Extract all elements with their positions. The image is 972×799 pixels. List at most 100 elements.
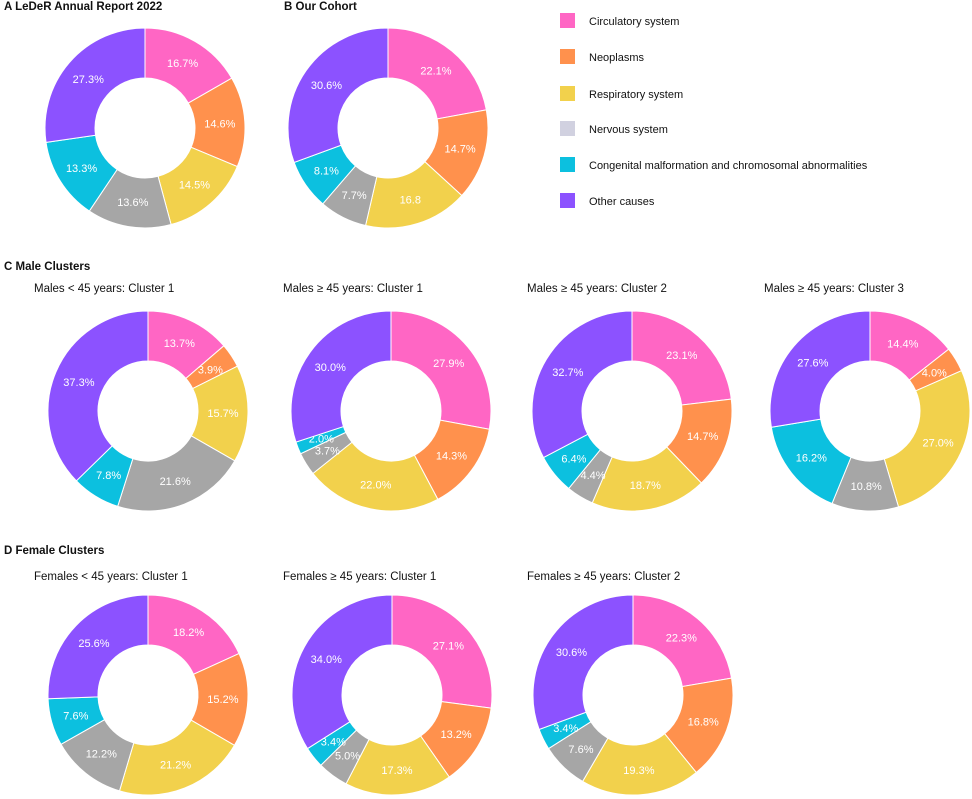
slice-label: 13.3% (66, 163, 97, 175)
section-title-male-clusters: C Male Clusters (4, 261, 90, 273)
legend-label: Congenital malformation and chromosomal … (589, 160, 868, 172)
slice-label: 12.2% (86, 749, 117, 761)
chart-title: Females < 45 years: Cluster 1 (34, 571, 188, 583)
slice-label: 16.8 (400, 195, 421, 207)
donut-males-45-years-cluster-3: 14.4% 4.0% 27.0% 10.8% 16.2% 27.6% Males ≥ 45 … (764, 283, 971, 512)
slice-other-causes (291, 594, 393, 750)
slice-label: 23.1% (666, 350, 697, 362)
legend-swatch (560, 193, 575, 208)
slice-respiratory-system (312, 441, 439, 512)
slice-label: 14.7% (687, 431, 718, 443)
slice-label: 27.3% (73, 74, 104, 86)
slice-label: 7.7% (342, 190, 367, 202)
legend-label: Circulatory system (589, 16, 679, 28)
slice-label: 18.7% (630, 480, 661, 492)
legend-item-nervous-system: Nervous system (560, 121, 668, 136)
donut-charts: 16.7% 14.6% 14.5% 13.6% 13.3% 27.3% A LeDeR An… (4, 1, 971, 796)
slice-circulatory-system (391, 594, 493, 709)
slice-other-causes (532, 594, 634, 731)
slice-label: 16.2% (796, 453, 827, 465)
slice-other-causes (44, 27, 146, 143)
legend-label: Other causes (589, 196, 655, 208)
chart-title: Males ≥ 45 years: Cluster 2 (527, 283, 667, 295)
donut-males-45-years-cluster-1: 13.7% 3.9% 15.7% 21.6% 7.8% 37.3% Males < 45 y… (34, 283, 249, 512)
legend: Circulatory system Neoplasms Respiratory s… (560, 13, 868, 208)
slice-other-causes (290, 310, 392, 443)
slice-other-causes (769, 310, 871, 428)
slice-label: 14.3% (436, 450, 467, 462)
slice-label: 10.8% (851, 481, 882, 493)
slice-label: 2.0% (309, 434, 334, 446)
slice-label: 6.4% (561, 453, 586, 465)
slice-label: 21.2% (160, 760, 191, 772)
slice-other-causes (287, 27, 389, 164)
legend-item-other-causes: Other causes (560, 193, 655, 208)
donut-males-45-years-cluster-2: 23.1% 14.7% 18.7% 4.4% 6.4% 32.7% Males ≥ 45 y… (527, 283, 733, 512)
slice-label: 14.4% (887, 339, 918, 351)
chart-title: Females ≥ 45 years: Cluster 1 (283, 571, 436, 583)
slice-label: 30.0% (315, 362, 346, 374)
legend-swatch (560, 49, 575, 64)
slice-label: 3.4% (553, 723, 578, 735)
slice-label: 5.0% (335, 750, 360, 762)
slice-label: 22.3% (666, 633, 697, 645)
slice-label: 13.7% (164, 338, 195, 350)
slice-label: 22.0% (360, 479, 391, 491)
slice-label: 18.2% (173, 627, 204, 639)
slice-label: 8.1% (314, 166, 339, 178)
legend-swatch (560, 86, 575, 101)
slice-label: 27.6% (797, 357, 828, 369)
legend-label: Respiratory system (589, 89, 683, 101)
chart-title: Males ≥ 45 years: Cluster 1 (283, 283, 423, 295)
legend-item-congenital-malformation-and-chromosomal-abnormalities: Congenital malformation and chromosomal … (560, 157, 868, 172)
section-title-female-clusters: D Female Clusters (4, 545, 104, 557)
slice-label: 7.6% (568, 744, 593, 756)
slice-label: 30.6% (311, 80, 342, 92)
slice-label: 3.7% (315, 446, 340, 458)
slice-respiratory-system (591, 446, 703, 512)
slice-label: 14.7% (444, 144, 475, 156)
slice-label: 27.1% (433, 641, 464, 653)
legend-label: Neoplasms (589, 52, 645, 64)
slice-label: 15.2% (207, 694, 238, 706)
legend-swatch (560, 13, 575, 28)
slice-circulatory-system (632, 594, 733, 688)
slice-label: 22.1% (420, 65, 451, 77)
legend-swatch (560, 121, 575, 136)
slice-label: 4.0% (922, 367, 947, 379)
slice-respiratory-system (883, 370, 971, 508)
slice-label: 7.8% (96, 470, 121, 482)
donut-females-45-years-cluster-1: 18.2% 15.2% 21.2% 12.2% 7.6% 25.6% Females < 4… (34, 571, 249, 796)
slice-label: 21.6% (160, 476, 191, 488)
chart-title: Males ≥ 45 years: Cluster 3 (764, 283, 904, 295)
slice-label: 37.3% (63, 377, 94, 389)
slice-label: 27.0% (922, 438, 953, 450)
slice-label: 25.6% (78, 638, 109, 650)
slice-label: 16.8% (688, 716, 719, 728)
slice-other-causes (47, 310, 149, 482)
slice-label: 14.5% (179, 179, 210, 191)
slice-other-causes (47, 594, 149, 700)
slice-label: 7.6% (63, 710, 88, 722)
legend-item-respiratory-system: Respiratory system (560, 86, 683, 101)
legend-swatch (560, 157, 575, 172)
slice-label: 3.9% (198, 364, 223, 376)
legend-item-circulatory-system: Circulatory system (560, 13, 679, 28)
slice-other-causes (531, 310, 633, 459)
slice-label: 27.9% (433, 358, 464, 370)
chart-title: Females ≥ 45 years: Cluster 2 (527, 571, 680, 583)
donut-females-45-years-cluster-2: 22.3% 16.8% 19.3% 7.6% 3.4% 30.6% Females ≥ 45… (527, 571, 734, 796)
chart-title: A LeDeR Annual Report 2022 (4, 1, 162, 13)
slice-label: 30.6% (556, 647, 587, 659)
donut-females-45-years-cluster-1: 27.1% 13.2% 17.3% 5.0%3.4% 34.0% Females ≥ 45… (283, 571, 493, 796)
legend-label: Nervous system (589, 124, 668, 136)
donut-males-45-years-cluster-1: 27.9% 14.3% 22.0% 3.7%2.0% 30.0% Males ≥ 45 y… (283, 283, 492, 512)
slice-label: 32.7% (552, 367, 583, 379)
chart-title: Males < 45 years: Cluster 1 (34, 283, 174, 295)
legend-item-neoplasms: Neoplasms (560, 49, 645, 64)
slice-label: 34.0% (311, 654, 342, 666)
donut-a-leder-annual-report-2022: 16.7% 14.6% 14.5% 13.6% 13.3% 27.3% A LeDeR An… (4, 1, 246, 229)
slice-label: 13.6% (117, 197, 148, 209)
slice-nervous-system (117, 435, 236, 512)
